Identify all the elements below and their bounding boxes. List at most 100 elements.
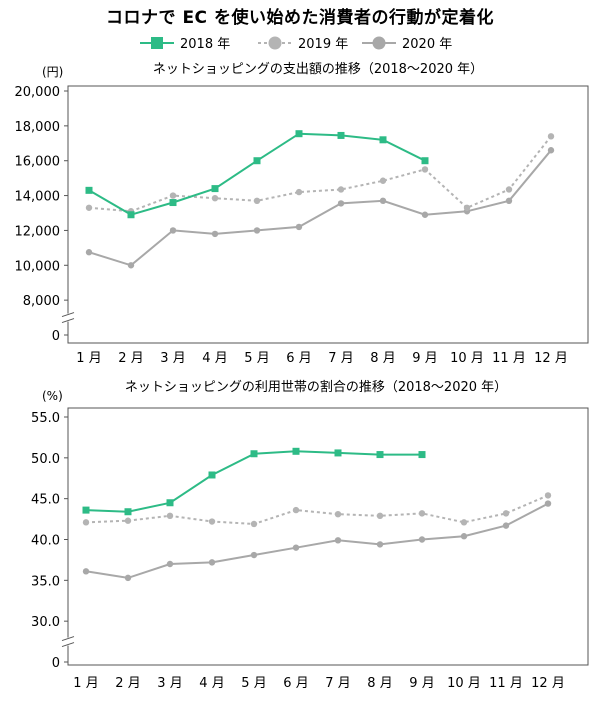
- x-tick-label: 6 月: [286, 351, 311, 366]
- y-unit-label: (円): [42, 65, 63, 79]
- data-point: [334, 449, 342, 457]
- y-tick-label: 8,000: [23, 294, 60, 309]
- data-point: [337, 131, 345, 139]
- chart-subtitle: ネットショッピングの利用世帯の割合の推移（2018〜2020 年）: [125, 379, 507, 395]
- series-1: [82, 447, 426, 516]
- x-tick-label: 1 月: [76, 351, 101, 366]
- x-tick-label: 10 月: [450, 351, 484, 366]
- data-point: [250, 450, 258, 458]
- data-point: [421, 166, 429, 173]
- y-tick-label: 20,000: [15, 85, 61, 100]
- legend-marker-2: [268, 36, 282, 50]
- data-point: [169, 199, 177, 207]
- y-tick-label: 0: [52, 656, 60, 671]
- data-point: [250, 520, 258, 528]
- y-tick-label: 10,000: [15, 259, 61, 274]
- series-line-2: [88, 135, 552, 213]
- x-tick-label: 4 月: [199, 676, 224, 691]
- series-line-1: [85, 450, 422, 513]
- data-point: [334, 537, 342, 544]
- data-point: [418, 451, 426, 459]
- x-tick-label: 9 月: [409, 676, 434, 691]
- data-point: [376, 512, 384, 520]
- x-tick-label: 5 月: [241, 676, 266, 691]
- y-tick-label: 45.0: [31, 493, 60, 508]
- y-tick-label: 0: [52, 329, 60, 344]
- x-tick-label: 8 月: [370, 351, 395, 366]
- spending-chart-svg: ネットショッピングの支出額の推移（2018〜2020 年） (円) 20,000 18…: [15, 62, 589, 366]
- axis-break-mark: [61, 312, 75, 318]
- data-point: [418, 536, 426, 543]
- legend-svg: 2018 年 2019 年 2020 年: [140, 36, 452, 52]
- data-point: [208, 518, 216, 525]
- data-point: [376, 451, 384, 459]
- data-point: [169, 192, 177, 199]
- y-tick-label: 12,000: [15, 224, 61, 239]
- data-point: [85, 186, 93, 194]
- axis-break-mark: [61, 636, 75, 642]
- data-point: [379, 136, 387, 144]
- data-point: [421, 211, 429, 218]
- data-point: [208, 471, 216, 479]
- data-point: [253, 227, 261, 234]
- data-point: [211, 194, 219, 202]
- data-point: [460, 533, 468, 540]
- data-point: [166, 499, 174, 507]
- x-tick-label: 5 月: [244, 351, 269, 366]
- legend: 2018 年 2019 年 2020 年: [0, 34, 600, 54]
- data-point: [85, 249, 93, 256]
- y-tick-label: 35.0: [31, 574, 60, 589]
- data-point: [463, 204, 471, 211]
- data-point: [85, 204, 93, 211]
- x-tick-label: 1 月: [73, 676, 98, 691]
- plot-frame: [67, 85, 589, 344]
- x-tick-label: 11 月: [492, 351, 526, 366]
- x-tick-label: 7 月: [325, 676, 350, 691]
- chart-subtitle: ネットショッピングの支出額の推移（2018〜2020 年）: [153, 62, 483, 77]
- y-tick-label: 50.0: [31, 452, 60, 467]
- axis-break-gap: [62, 313, 74, 322]
- data-point: [211, 185, 219, 193]
- x-tick-label: 7 月: [328, 351, 353, 366]
- x-tick-label: 8 月: [367, 676, 392, 691]
- axis-break-mark: [61, 318, 75, 324]
- data-point: [169, 227, 177, 234]
- data-point: [505, 197, 513, 204]
- data-point: [124, 517, 132, 524]
- data-point: [127, 262, 135, 269]
- series-2: [85, 133, 555, 215]
- x-tick-label: 4 月: [202, 351, 227, 366]
- spending-chart: ネットショッピングの支出額の推移（2018〜2020 年） (円) 20,000 18…: [0, 52, 600, 372]
- data-point: [547, 133, 555, 140]
- data-point: [376, 541, 384, 548]
- series-line-3: [85, 502, 549, 579]
- data-point: [334, 510, 342, 518]
- x-tick-label: 2 月: [115, 676, 140, 691]
- data-point: [292, 544, 300, 551]
- data-point: [502, 522, 510, 529]
- data-point: [295, 130, 303, 138]
- data-point: [544, 500, 552, 507]
- data-point: [82, 519, 90, 526]
- y-tick-label: 30.0: [31, 615, 60, 630]
- x-tick-label: 10 月: [447, 676, 481, 691]
- legend-label-3: 2020 年: [402, 37, 452, 52]
- plot-frame: [67, 407, 589, 666]
- series-line-2: [85, 494, 549, 526]
- y-tick-label: 16,000: [15, 155, 61, 170]
- data-point: [295, 188, 303, 196]
- legend-marker-3: [372, 36, 386, 50]
- data-point: [211, 230, 219, 238]
- data-point: [460, 519, 468, 526]
- axis-break-mark: [61, 642, 75, 648]
- data-point: [292, 447, 300, 455]
- data-point: [127, 211, 135, 219]
- data-point: [82, 506, 90, 514]
- x-tick-label: 9 月: [412, 351, 437, 366]
- x-tick-label: 12 月: [534, 351, 568, 366]
- y-tick-label: 18,000: [15, 120, 61, 135]
- data-point: [502, 510, 510, 517]
- data-point: [379, 197, 387, 204]
- data-point: [547, 147, 555, 154]
- data-point: [379, 177, 387, 184]
